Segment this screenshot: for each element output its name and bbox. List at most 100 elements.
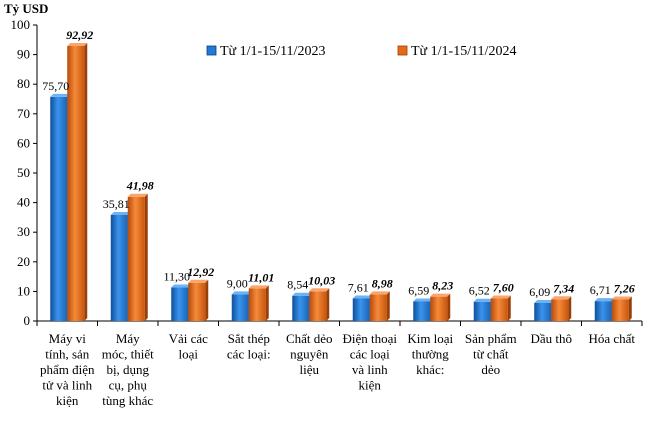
bar-s1-8 [551, 299, 569, 321]
data-label-s1-6: 8,23 [432, 279, 453, 293]
bar-top-s1-9 [611, 296, 632, 300]
bar-top-s0-8 [534, 299, 555, 303]
x-category-label: Hóa chất [588, 331, 635, 346]
data-label-s0-8: 6,09 [529, 285, 550, 299]
data-label-s0-7: 6,52 [469, 284, 490, 298]
bar-s0-3 [231, 294, 249, 321]
bar-top-s0-2 [171, 284, 192, 288]
data-label-s1-9: 7,26 [614, 282, 635, 296]
y-tick-label: 70 [17, 106, 30, 121]
bar-top-s1-7 [490, 295, 511, 299]
bar-s1-6 [430, 296, 448, 321]
bar-s1-7 [490, 298, 508, 321]
bar-side-s1-1 [144, 193, 148, 321]
legend-label-s0: Từ 1/1-15/11/2023 [220, 44, 325, 59]
data-label-s0-9: 6,71 [590, 283, 611, 297]
bar-s0-7 [473, 301, 491, 321]
x-category-label-line: Điện thoại [342, 331, 397, 346]
bar-top-s0-5 [352, 295, 373, 299]
bar-s0-4 [292, 295, 310, 321]
x-category-label-line: tử và linh [42, 378, 92, 393]
x-category-label-line: dẻo [481, 362, 500, 377]
y-tick-label: 100 [11, 17, 31, 32]
bar-side-s1-0 [84, 42, 88, 322]
data-label-s1-5: 8,98 [372, 276, 393, 290]
bar-top-s1-1 [127, 193, 148, 197]
x-category-label-line: Chất dẻo [286, 331, 333, 346]
x-category-label-line: Dầu thô [530, 331, 572, 346]
bar-s0-5 [352, 298, 370, 321]
bar-top-s1-3 [248, 285, 269, 289]
bar-top-s1-5 [369, 291, 390, 295]
x-category-label-line: các loại [350, 347, 390, 362]
x-category-label-line: phẩm điện [40, 362, 95, 377]
data-label-s1-8: 7,34 [553, 281, 574, 295]
x-category-label-line: tính, sản [45, 347, 90, 362]
x-category-label-line: Hóa chất [588, 331, 635, 346]
data-label-s0-6: 6,59 [408, 283, 429, 297]
bar-side-s1-6 [447, 293, 451, 321]
bar-s1-9 [611, 299, 629, 321]
data-label-s0-3: 9,00 [227, 276, 248, 290]
data-label-s0-1: 35,81 [103, 197, 130, 211]
x-category-label: Chất dẻo nguyên liệu [286, 331, 333, 377]
bar-s0-1 [110, 215, 128, 321]
x-category-label-line: Sắt thép [228, 331, 270, 346]
data-label-s1-4: 10,03 [308, 273, 335, 287]
legend-swatch-s0 [206, 45, 217, 56]
legend-label-s1: Từ 1/1-15/11/2024 [411, 44, 516, 59]
bar-s1-3 [248, 288, 266, 321]
y-tick-label: 10 [17, 283, 30, 298]
x-category-label-line: bị, dụng [106, 362, 149, 377]
x-category-label-line: Máy [116, 331, 140, 346]
y-tick-label: 20 [17, 254, 30, 269]
x-category-label-line: Kim loại [407, 331, 453, 346]
bar-top-s1-4 [309, 288, 330, 292]
bar-s0-0 [50, 96, 68, 321]
y-tick-label: 0 [24, 313, 31, 328]
y-tick-label: 30 [17, 224, 30, 239]
bar-top-s0-7 [473, 298, 494, 302]
x-category-label-line: và linh [352, 362, 388, 377]
x-category-label-line: Sản phẩm [465, 331, 517, 346]
x-category-label: Máy vi tính, sản phẩm điện tử và linh kiện [40, 331, 95, 408]
x-category-label-line: tùng khác [102, 393, 153, 408]
bar-top-s0-6 [413, 298, 434, 302]
x-category-label-line: kiện [56, 393, 79, 408]
x-category-label-line: các loại: [227, 347, 271, 362]
bar-s1-2 [188, 282, 206, 321]
data-label-s0-4: 8,54 [287, 278, 308, 292]
bar-top-s1-0 [67, 42, 88, 46]
data-label-s1-3: 11,01 [248, 270, 274, 284]
x-category-label: Dầu thô [530, 331, 572, 346]
bar-s0-8 [534, 302, 552, 321]
bar-top-s0-0 [50, 93, 71, 97]
bar-s0-2 [171, 287, 189, 321]
x-category-label-line: liệu [300, 362, 320, 377]
x-category-label-line: Máy vi [49, 331, 87, 346]
bar-top-s1-8 [551, 296, 572, 300]
data-label-s0-2: 11,30 [163, 270, 190, 284]
bar-side-s1-4 [326, 288, 330, 321]
bar-s0-9 [594, 301, 612, 321]
y-tick-label: 90 [17, 47, 30, 62]
x-category-label-line: kiện [359, 378, 382, 393]
bar-top-s0-9 [594, 298, 615, 302]
bar-s1-1 [127, 196, 145, 321]
bar-top-s1-6 [430, 293, 451, 297]
bar-s1-0 [67, 45, 85, 322]
data-label-s1-2: 12,92 [187, 265, 214, 279]
x-category-label: Vải các loại [169, 331, 209, 362]
x-category-label-line: móc, thiết [102, 347, 154, 362]
bar-top-s1-2 [188, 279, 209, 283]
bar-top-s0-1 [110, 212, 131, 216]
y-tick-label: 80 [17, 76, 30, 91]
x-category-label-line: từ chất [473, 347, 509, 362]
x-category-label-line: loại [179, 347, 199, 362]
legend-swatch-s1 [397, 45, 408, 56]
x-category-label: Điện thoại các loại và linh kiện [342, 331, 397, 393]
bar-top-s0-3 [231, 291, 252, 295]
data-label-s1-1: 41,98 [126, 179, 154, 193]
data-label-s0-0: 75,70 [42, 79, 69, 93]
